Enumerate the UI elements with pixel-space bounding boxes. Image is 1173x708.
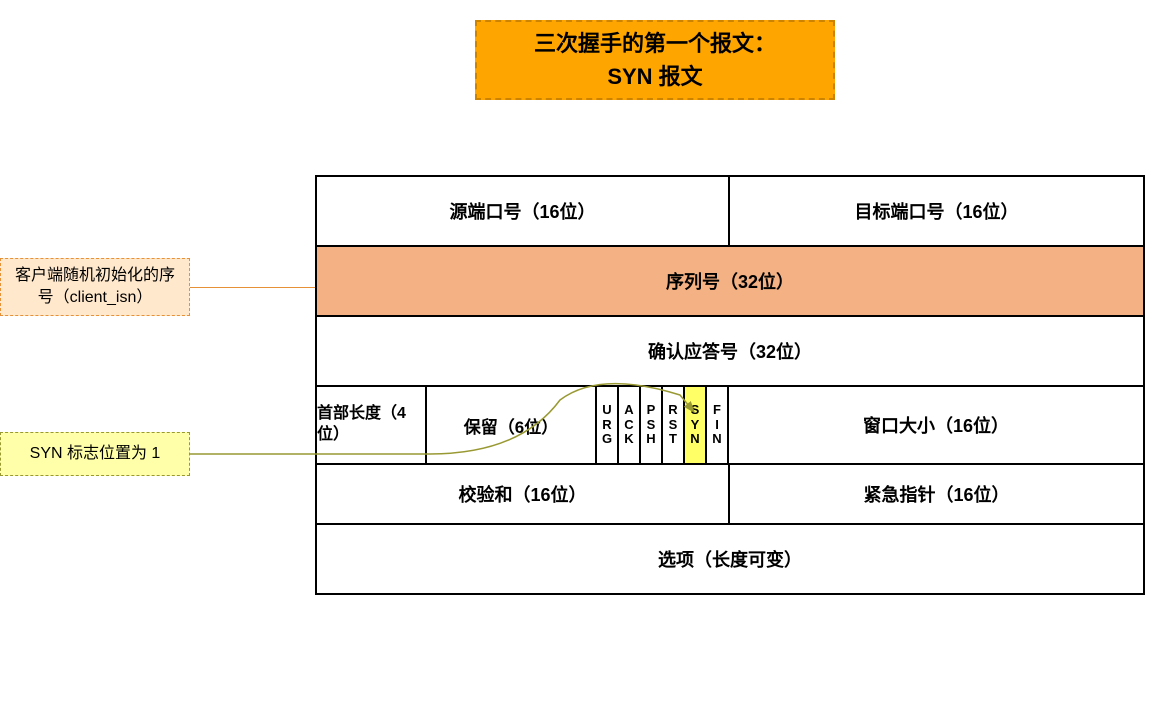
cell-reserved: 保留（6位）	[427, 387, 597, 463]
row-flags: 首部长度（4位） 保留（6位） URG ACK PSH RST SYN FIN …	[317, 387, 1143, 465]
title-line2: SYN 报文	[607, 60, 702, 93]
cell-header-len: 首部长度（4位）	[317, 387, 427, 463]
row-ack: 确认应答号（32位）	[317, 317, 1143, 387]
cell-options: 选项（长度可变）	[317, 525, 1143, 593]
cell-seq-num: 序列号（32位）	[317, 247, 1143, 315]
cell-window: 窗口大小（16位）	[729, 387, 1143, 463]
flag-fin: FIN	[707, 387, 729, 463]
cell-checksum: 校验和（16位）	[317, 465, 730, 523]
flag-ack: ACK	[619, 387, 641, 463]
annotation-syn-flag-text: SYN 标志位置为 1	[30, 443, 161, 465]
annotation-syn-flag: SYN 标志位置为 1	[0, 432, 190, 476]
row-options: 选项（长度可变）	[317, 525, 1143, 595]
tcp-header-diagram: 源端口号（16位） 目标端口号（16位） 序列号（32位） 确认应答号（32位）…	[315, 175, 1145, 595]
cell-dst-port: 目标端口号（16位）	[730, 177, 1143, 245]
row-checksum: 校验和（16位） 紧急指针（16位）	[317, 465, 1143, 525]
cell-ack-num: 确认应答号（32位）	[317, 317, 1143, 385]
cell-src-port: 源端口号（16位）	[317, 177, 730, 245]
annotation-client-isn-text: 客户端随机初始化的序号（client_isn）	[11, 265, 179, 310]
row-seq: 序列号（32位）	[317, 247, 1143, 317]
flag-urg: URG	[597, 387, 619, 463]
flag-psh: PSH	[641, 387, 663, 463]
annotation-client-isn: 客户端随机初始化的序号（client_isn）	[0, 258, 190, 316]
flag-syn: SYN	[685, 387, 707, 463]
cell-urgent-ptr: 紧急指针（16位）	[730, 465, 1143, 523]
connector-client-isn	[190, 287, 315, 288]
title-box: 三次握手的第一个报文： SYN 报文	[475, 20, 835, 100]
flag-rst: RST	[663, 387, 685, 463]
title-line1: 三次握手的第一个报文：	[534, 27, 776, 60]
row-ports: 源端口号（16位） 目标端口号（16位）	[317, 177, 1143, 247]
